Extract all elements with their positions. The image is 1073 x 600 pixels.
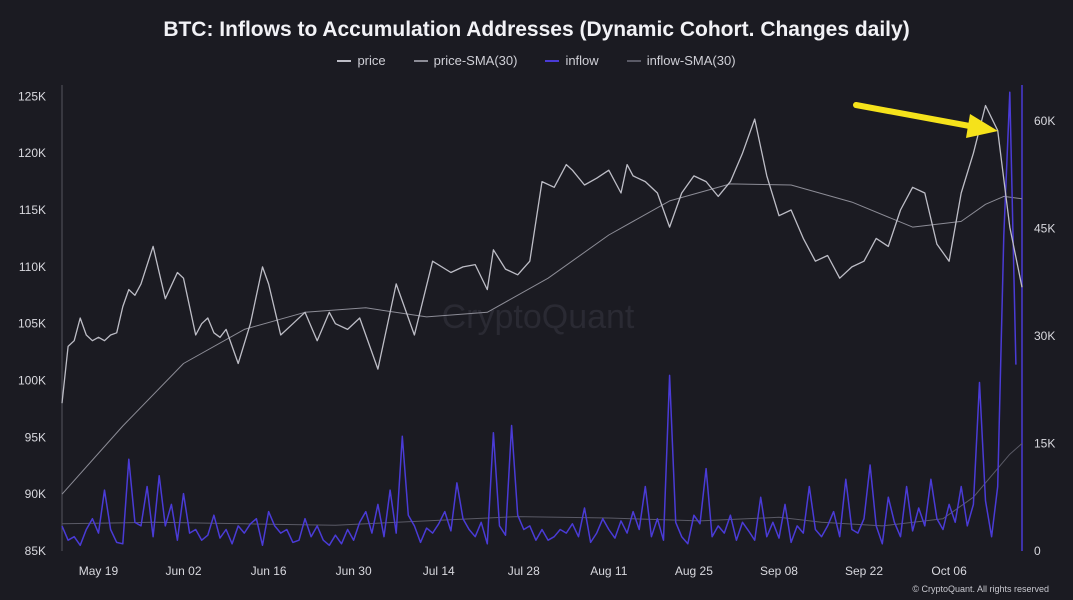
legend-label-price-sma: price-SMA(30): [433, 53, 518, 68]
y-left-tick-label: 125K: [18, 89, 46, 103]
series-line-inflow: [61, 91, 1017, 547]
watermark-text: CryptoQuant: [442, 298, 635, 336]
annotation-arrow-shaft: [853, 102, 978, 130]
legend-swatch-price: [337, 59, 352, 62]
y-right-tick-label: 30K: [1034, 329, 1055, 343]
legend-item-inflow[interactable]: inflow: [545, 53, 599, 68]
y-right-tick-label: 45K: [1034, 221, 1055, 235]
y-left-tick-label: 120K: [18, 146, 46, 160]
legend-swatch-inflow-sma: [626, 59, 641, 62]
x-tick-label: Aug 25: [675, 564, 713, 578]
x-tick-label: Aug 11: [590, 564, 627, 578]
legend-label-price: price: [357, 53, 386, 68]
legend-item-price[interactable]: price: [337, 53, 386, 68]
x-tick-label: Jul 14: [423, 564, 455, 578]
y-right-tick-label: 60K: [1034, 114, 1055, 128]
y-right-tick-label: 15K: [1034, 436, 1055, 450]
legend-item-price-sma[interactable]: price-SMA(30): [413, 53, 518, 68]
series-line-price: [61, 104, 1023, 404]
axes-group: 85K 90K 95K 100K 105K 110K 115K 120K 125K 0 15K 30K…: [18, 85, 1055, 578]
legend-swatch-inflow: [545, 59, 560, 62]
y-left-tick-label: 105K: [18, 317, 46, 331]
x-tick-label: Sep 22: [845, 564, 883, 578]
y-left-tick-label: 90K: [25, 487, 46, 501]
y-left-tick-label: 100K: [18, 374, 46, 388]
y-right-tick-label: 0: [1034, 544, 1041, 558]
legend-item-inflow-sma[interactable]: inflow-SMA(30): [626, 53, 736, 68]
series-group: [61, 91, 1023, 547]
x-tick-label: Oct 06: [931, 564, 967, 578]
x-tick-label: Sep 08: [760, 564, 798, 578]
x-tick-label: Jun 16: [251, 564, 287, 578]
legend-label-inflow-sma: inflow-SMA(30): [646, 53, 736, 68]
x-tick-label: May 19: [79, 564, 119, 578]
y-left-tick-label: 110K: [19, 260, 46, 274]
legend-swatch-price-sma: [413, 59, 428, 62]
y-left-tick-label: 85K: [25, 544, 46, 558]
y-left-tick-label: 115K: [19, 203, 46, 217]
x-tick-label: Jun 30: [336, 564, 372, 578]
x-tick-label: Jun 02: [166, 564, 202, 578]
x-tick-label: Jul 28: [508, 564, 540, 578]
chart-title: BTC: Inflows to Accumulation Addresses (…: [163, 18, 910, 41]
annotation-group: [853, 102, 998, 138]
series-line-price-sma-30: [61, 183, 1023, 495]
annotation-arrow-head: [966, 114, 998, 138]
series-line-inflow-sma-30: [61, 443, 1023, 527]
y-left-tick-label: 95K: [25, 430, 46, 444]
chart-legend: price price-SMA(30) inflow inflow-SMA(30…: [0, 53, 1073, 68]
copyright-credit: © CryptoQuant. All rights reserved: [912, 584, 1049, 594]
legend-label-inflow: inflow: [565, 53, 599, 68]
